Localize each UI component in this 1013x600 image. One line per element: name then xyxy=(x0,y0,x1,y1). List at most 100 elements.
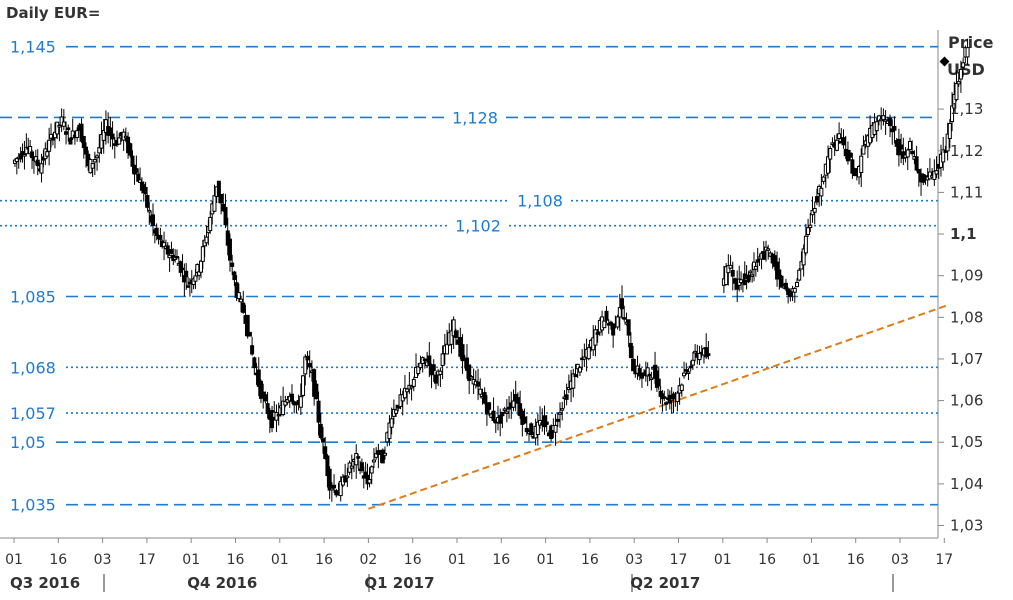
price-bar-body xyxy=(256,369,261,387)
currency-marker-icon xyxy=(939,56,950,67)
support-resistance-levels: 1,145 1,128 1,108 1,102 1,085 1,068 1,057 1,05 1… xyxy=(0,38,938,515)
price-bar-body xyxy=(952,93,957,109)
price-bar-body xyxy=(402,387,407,399)
price-bar-body xyxy=(225,230,230,246)
price-bar-body xyxy=(380,449,385,464)
price-bar-body xyxy=(232,271,237,281)
price-bar-body xyxy=(837,133,842,139)
price-bar-body xyxy=(706,353,711,356)
price-bar-body xyxy=(772,255,777,267)
price-bar-body xyxy=(469,376,474,379)
price-bar-body xyxy=(746,274,751,283)
price-bar-body xyxy=(219,193,224,204)
price-bar-body xyxy=(684,369,689,372)
price-bar-body xyxy=(223,206,228,226)
price-bar-body xyxy=(30,151,35,159)
price-bar-body xyxy=(615,316,620,328)
price-bar-body xyxy=(914,156,919,171)
price-bar-body xyxy=(329,487,334,491)
price-bar-body xyxy=(753,265,758,270)
price-bar-body xyxy=(325,455,330,477)
y-tick-label: 1,11 xyxy=(950,183,983,201)
level-label-6: 1,057 xyxy=(10,404,56,423)
price-bar-body xyxy=(247,331,252,337)
price-bar-body xyxy=(965,47,970,58)
price-bar-body xyxy=(582,356,587,360)
price-bar-body xyxy=(688,365,693,369)
price-bar-body xyxy=(110,133,115,140)
quarter-label: Q3 2016 xyxy=(10,574,80,592)
price-bar-body xyxy=(571,373,576,389)
price-bar-body xyxy=(354,453,359,466)
price-bar-body xyxy=(620,298,625,310)
price-bar-body xyxy=(147,209,152,213)
price-bar-body xyxy=(258,380,263,399)
price-bar-body xyxy=(828,148,833,160)
price-bar-body xyxy=(92,159,97,163)
currency-label: USD xyxy=(947,60,985,79)
price-bar-body xyxy=(90,163,95,169)
price-bar-body xyxy=(500,411,505,417)
price-bar-body xyxy=(544,421,549,425)
price-bar-body xyxy=(186,285,191,288)
price-bar-body xyxy=(792,287,797,293)
price-bar-body xyxy=(861,145,866,155)
price-bar-body xyxy=(515,397,520,404)
price-bar-body xyxy=(821,176,826,182)
quarter-label: Q4 2016 xyxy=(187,574,257,592)
price-bar-body xyxy=(200,246,205,262)
price-bar-body xyxy=(117,137,122,145)
price-bar-body xyxy=(467,364,472,381)
level-label-7: 1,05 xyxy=(10,433,46,452)
price-bar-body xyxy=(427,355,432,365)
price-bar-body xyxy=(726,265,731,274)
price-bar-body xyxy=(212,195,217,212)
price-bar-body xyxy=(418,362,423,369)
price-bar-body xyxy=(383,452,388,456)
price-bar-body xyxy=(387,422,392,440)
x-tick-label: 17 xyxy=(670,552,688,568)
price-bar-body xyxy=(453,330,458,338)
price-bar-body xyxy=(686,371,691,374)
price-bar-body xyxy=(641,372,646,377)
price-bar-body xyxy=(834,139,839,151)
price-bar-body xyxy=(95,155,100,159)
price-bar-body xyxy=(376,450,381,455)
price-bar-body xyxy=(595,332,600,335)
price-bar-body xyxy=(617,307,622,318)
price-bar-body xyxy=(852,170,857,177)
price-bar-body xyxy=(874,121,879,132)
price-bar-body xyxy=(128,143,133,156)
y-tick-label: 1,1 xyxy=(950,225,977,243)
price-bar-body xyxy=(593,329,598,346)
x-tick-label: 16 xyxy=(49,552,67,568)
price-bar-body xyxy=(394,409,399,414)
price-bar-body xyxy=(795,281,800,288)
price-bar-body xyxy=(675,392,680,403)
price-bar-body xyxy=(735,283,740,290)
price-bar-body xyxy=(788,291,793,297)
price-bar-body xyxy=(97,147,102,154)
price-bar-body xyxy=(289,393,294,402)
price-bar-body xyxy=(52,131,57,139)
price-bar-body xyxy=(947,122,952,140)
price-bar-body xyxy=(405,388,410,393)
x-axis: 01 16 03 17 01 16 01 16 02 16 01 16 01 16 03 17 01 16 01 16… xyxy=(5,538,953,592)
price-bar-body xyxy=(883,119,888,122)
price-bar-body xyxy=(806,227,811,235)
price-bar-body xyxy=(482,392,487,404)
price-bar-body xyxy=(693,350,698,354)
price-bar-body xyxy=(529,423,534,435)
y-tick-label: 1,09 xyxy=(950,267,983,285)
price-bar-body xyxy=(748,270,753,274)
price-bar-body xyxy=(305,355,310,361)
price-bar-body xyxy=(178,261,183,273)
x-tick-label: 16 xyxy=(315,552,333,568)
x-tick-label: 01 xyxy=(537,552,555,568)
x-tick-label: 17 xyxy=(935,552,953,568)
price-bar-body xyxy=(812,207,817,213)
x-tick-label: 16 xyxy=(404,552,422,568)
price-bar-body xyxy=(564,394,569,400)
level-label-1: 1,128 xyxy=(452,108,498,127)
